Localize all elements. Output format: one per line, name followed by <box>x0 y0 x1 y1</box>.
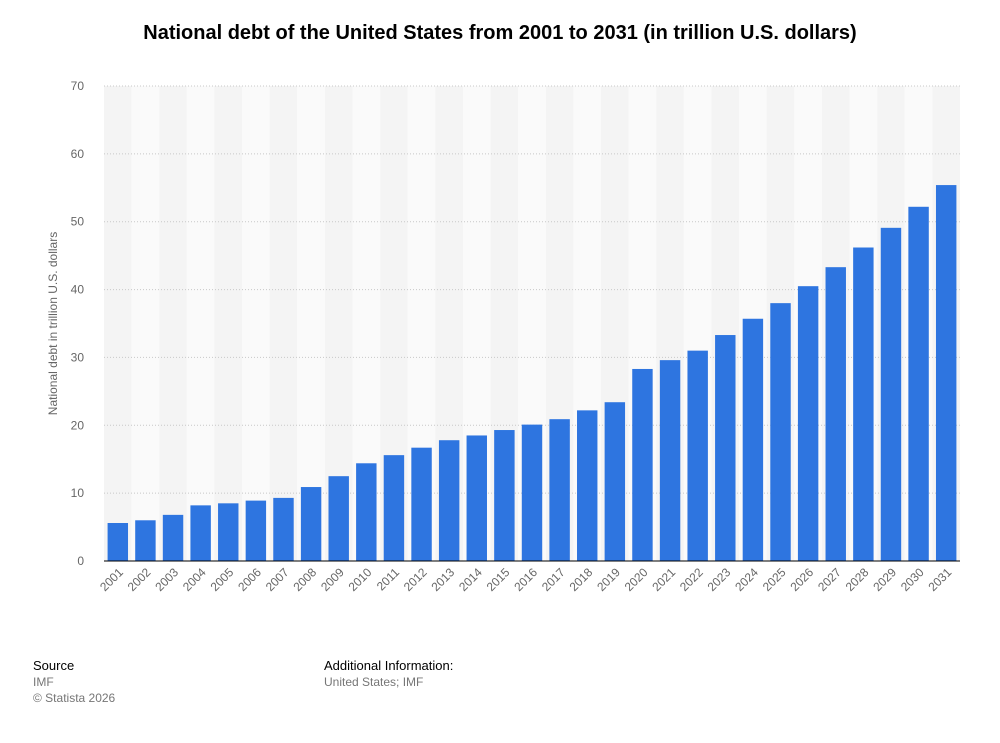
bar <box>604 402 626 561</box>
bar <box>770 303 791 561</box>
column-band <box>104 86 132 561</box>
bar <box>190 505 211 561</box>
x-tick-label: 2003 <box>152 565 181 594</box>
bar <box>466 435 487 561</box>
x-tick-label: 2004 <box>180 565 209 594</box>
x-tick-label: 2011 <box>374 565 402 593</box>
x-tick-label: 2013 <box>429 565 458 594</box>
x-tick-label: 2010 <box>346 565 375 594</box>
copyright-line: © Statista 2026 <box>33 691 116 705</box>
x-tick-label: 2014 <box>456 565 485 594</box>
x-tick-label: 2029 <box>870 565 899 594</box>
source-line: IMF <box>33 675 54 689</box>
y-tick-label: 0 <box>77 554 84 568</box>
bar <box>742 318 764 561</box>
x-tick-label: 2027 <box>815 565 844 594</box>
y-tick-label: 30 <box>71 350 85 364</box>
additional-info-block: Additional Information: United States; I… <box>324 658 453 690</box>
bar <box>328 476 349 561</box>
source-label: Source <box>33 658 75 673</box>
bar <box>825 267 846 561</box>
column-band <box>269 86 298 561</box>
column-band <box>131 86 160 561</box>
x-tick-label: 2018 <box>567 565 596 594</box>
bar <box>383 455 405 561</box>
bar <box>218 503 239 561</box>
x-tick-label: 2021 <box>649 565 678 594</box>
additional-info-line: United States; IMF <box>324 675 424 689</box>
bar <box>438 440 460 561</box>
chart-title: National debt of the United States from … <box>143 22 857 44</box>
x-tick-label: 2005 <box>208 565 237 594</box>
bar <box>687 350 708 561</box>
column-band <box>186 86 215 561</box>
y-tick-label: 70 <box>71 79 85 93</box>
bar <box>577 410 598 561</box>
y-tick-label: 40 <box>71 283 85 297</box>
y-tick-label: 60 <box>71 147 85 161</box>
bar <box>853 247 874 561</box>
bar <box>162 514 184 561</box>
bar <box>494 430 515 561</box>
bar <box>549 419 570 561</box>
bar-chart: 0102030405060702001200220032004200520062… <box>46 79 960 594</box>
bar <box>935 185 957 562</box>
bar <box>245 500 267 561</box>
y-tick-label: 10 <box>71 486 85 500</box>
x-tick-label: 2026 <box>787 565 816 594</box>
column-band <box>214 86 243 561</box>
x-tick-label: 2002 <box>125 565 154 594</box>
x-tick-label: 2006 <box>235 565 264 594</box>
bar <box>356 463 377 561</box>
additional-info-label: Additional Information: <box>324 658 454 673</box>
bar <box>411 447 432 561</box>
bar <box>632 368 653 561</box>
x-tick-label: 2007 <box>263 565 292 594</box>
y-tick-label: 50 <box>71 215 85 229</box>
x-tick-label: 2020 <box>622 565 651 594</box>
bar <box>908 206 929 562</box>
x-tick-label: 2030 <box>898 565 927 594</box>
y-tick-label: 20 <box>71 418 85 432</box>
x-tick-label: 2016 <box>511 565 540 594</box>
x-tick-label: 2023 <box>705 565 734 594</box>
bar <box>107 523 129 561</box>
x-tick-label: 2017 <box>539 565 568 594</box>
bar <box>797 286 819 561</box>
x-tick-label: 2012 <box>401 565 430 594</box>
x-tick-label: 2024 <box>732 565 761 594</box>
x-tick-label: 2015 <box>484 565 513 594</box>
bar <box>521 424 543 561</box>
x-tick-label: 2031 <box>926 565 955 594</box>
y-axis-label: National debt in trillion U.S. dollars <box>46 232 60 415</box>
x-tick-label: 2009 <box>318 565 347 594</box>
bar <box>273 497 294 561</box>
bar <box>659 360 681 561</box>
bar <box>715 335 736 561</box>
x-tick-label: 2025 <box>760 565 789 594</box>
x-tick-label: 2008 <box>290 565 319 594</box>
x-tick-label: 2019 <box>594 565 623 594</box>
x-tick-label: 2001 <box>97 565 126 594</box>
bar <box>300 487 322 561</box>
bar <box>880 227 902 562</box>
bar <box>135 520 156 561</box>
source-block: Source IMF © Statista 2026 <box>33 658 115 706</box>
column-band <box>159 86 187 561</box>
column-band <box>242 86 270 561</box>
column-band <box>297 86 325 561</box>
x-tick-label: 2028 <box>843 565 872 594</box>
x-tick-label: 2022 <box>677 565 706 594</box>
